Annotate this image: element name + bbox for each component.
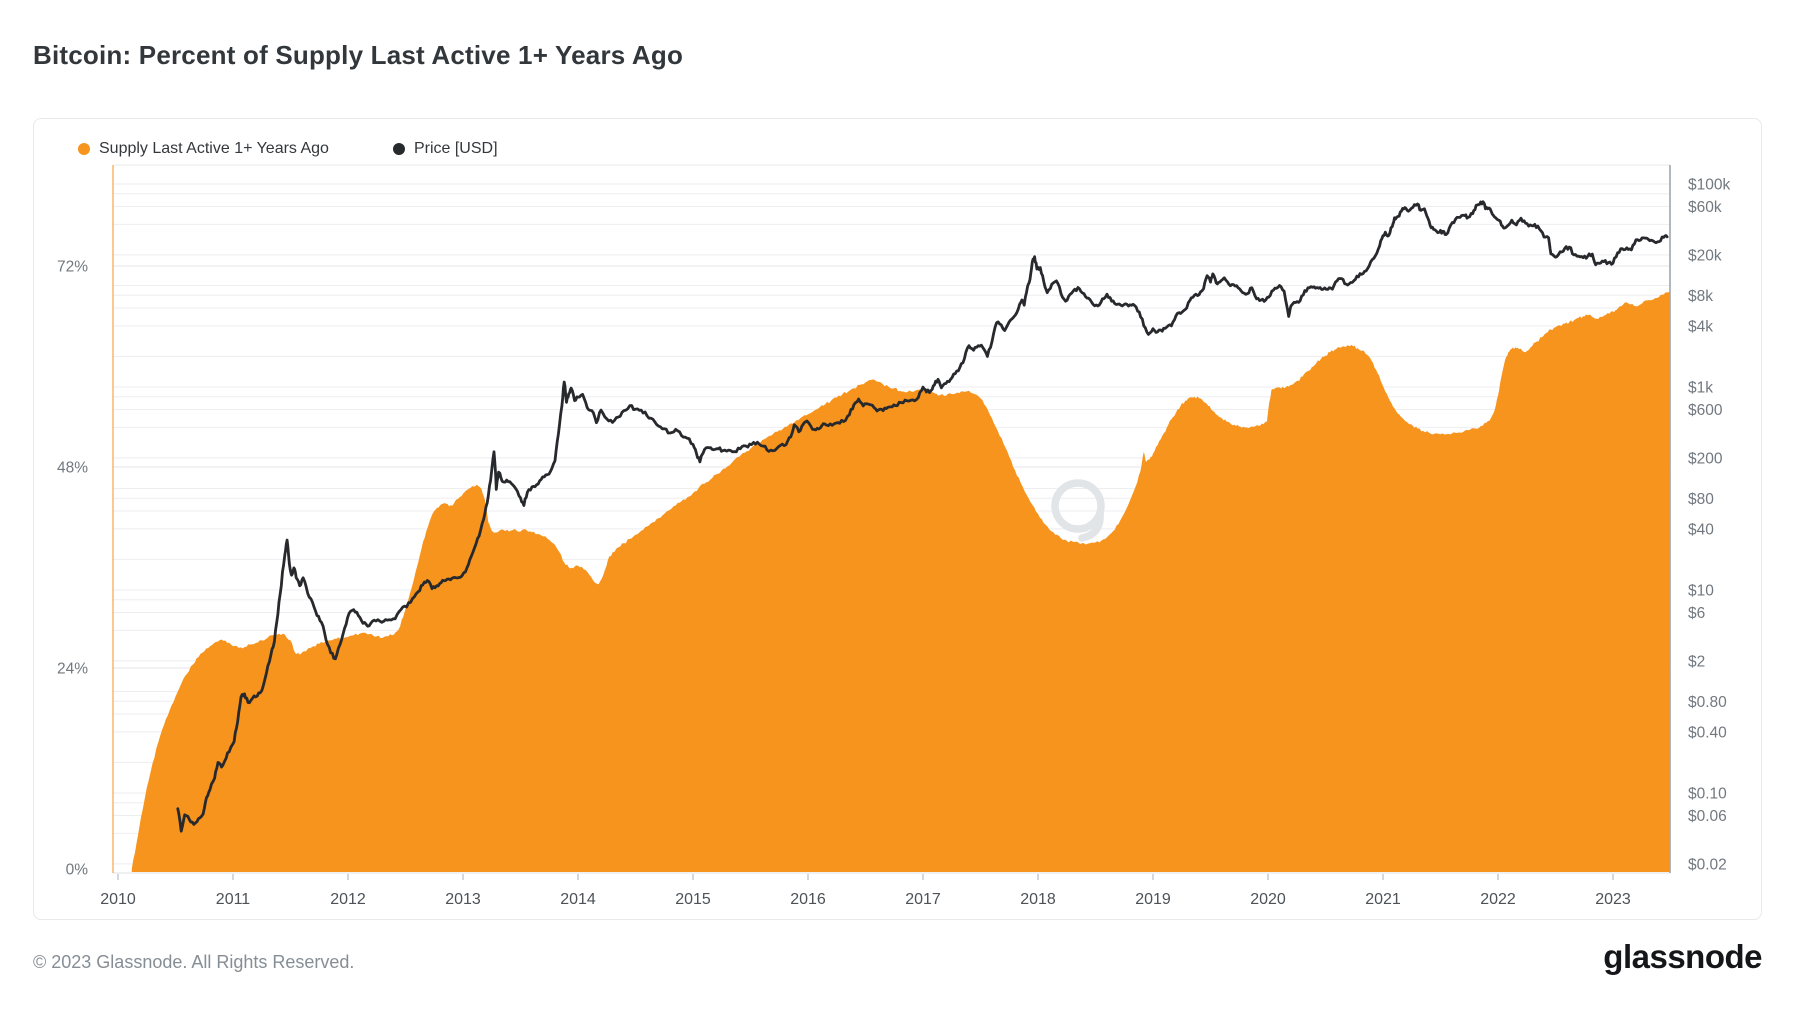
x-tick-label: 2013 bbox=[445, 891, 481, 908]
x-tick-label: 2010 bbox=[100, 891, 136, 908]
legend-item-price[interactable]: Price [USD] bbox=[392, 140, 498, 158]
x-tick-label: 2014 bbox=[560, 891, 596, 908]
x-tick-label: 2018 bbox=[1020, 891, 1056, 908]
y-right-tick-label: $0.10 bbox=[1688, 786, 1727, 803]
y-right-tick-label: $60k bbox=[1688, 199, 1722, 216]
y-right-tick-label: $4k bbox=[1688, 318, 1713, 335]
x-tick-label: 2019 bbox=[1135, 891, 1171, 908]
copyright-text: © 2023 Glassnode. All Rights Reserved. bbox=[33, 952, 355, 972]
y-left-tick-label: 72% bbox=[57, 259, 88, 276]
y-right-tick-label: $600 bbox=[1688, 402, 1723, 419]
y-right-tick-label: $0.40 bbox=[1688, 724, 1727, 741]
legend-item-label: Supply Last Active 1+ Years Ago bbox=[99, 140, 329, 157]
x-tick-label: 2016 bbox=[790, 891, 826, 908]
page-title: Bitcoin: Percent of Supply Last Active 1… bbox=[33, 40, 684, 70]
y-right-tick-label: $40 bbox=[1688, 521, 1714, 538]
y-right-tick-label: $0.80 bbox=[1688, 694, 1727, 711]
supply-area-series bbox=[131, 292, 1670, 872]
legend-item-label: Price [USD] bbox=[413, 140, 498, 157]
y-right-tick-label: $200 bbox=[1688, 450, 1723, 467]
price-line-series bbox=[176, 200, 1669, 833]
y-right-tick-label: $0.02 bbox=[1688, 856, 1727, 873]
x-tick-label: 2012 bbox=[330, 891, 366, 908]
y-left-tick-label: 48% bbox=[57, 460, 88, 477]
x-tick-label: 2011 bbox=[216, 891, 251, 908]
y-right-tick-label: $6 bbox=[1688, 605, 1705, 622]
y-axis-left: 0% 24% 48% 72% bbox=[57, 259, 88, 879]
legend-swatch-icon bbox=[392, 143, 405, 155]
x-tick-label: 2017 bbox=[905, 891, 941, 908]
watermark-icon bbox=[1051, 479, 1105, 542]
y-axis-right: $100k $60k $20k $8k $4k $1k $600 $200 $80 $40 $10 $… bbox=[1688, 177, 1730, 874]
x-tick-label: 2015 bbox=[675, 891, 711, 908]
plot-frame bbox=[112, 164, 1671, 874]
legend-swatch-icon bbox=[78, 143, 90, 155]
y-right-tick-label: $8k bbox=[1688, 288, 1713, 305]
y-right-tick-label: $100k bbox=[1688, 177, 1730, 194]
y-right-tick-label: $20k bbox=[1688, 247, 1722, 264]
y-right-tick-label: $10 bbox=[1688, 583, 1714, 600]
y-left-tick-label: 0% bbox=[66, 862, 89, 879]
y-right-tick-label: $1k bbox=[1688, 380, 1713, 397]
x-tick-label: 2021 bbox=[1365, 891, 1401, 908]
y-right-tick-label: $2 bbox=[1688, 653, 1705, 670]
x-tick-label: 2022 bbox=[1480, 891, 1516, 908]
x-tick-label: 2020 bbox=[1250, 891, 1286, 908]
chart-legend: Supply Last Active 1+ Years Ago Price [US… bbox=[78, 140, 498, 158]
y-right-tick-label: $0.06 bbox=[1688, 808, 1727, 825]
glassnode-logo[interactable]: glassnode bbox=[1603, 938, 1762, 975]
x-tick-label: 2023 bbox=[1595, 891, 1631, 908]
x-axis: 2010 2011 2012 2013 2014 2015 2016 2017 2018 2019… bbox=[100, 874, 1631, 908]
y-left-tick-label: 24% bbox=[57, 661, 88, 678]
legend-item-supply[interactable]: Supply Last Active 1+ Years Ago bbox=[78, 140, 329, 158]
y-right-tick-label: $80 bbox=[1688, 491, 1714, 508]
